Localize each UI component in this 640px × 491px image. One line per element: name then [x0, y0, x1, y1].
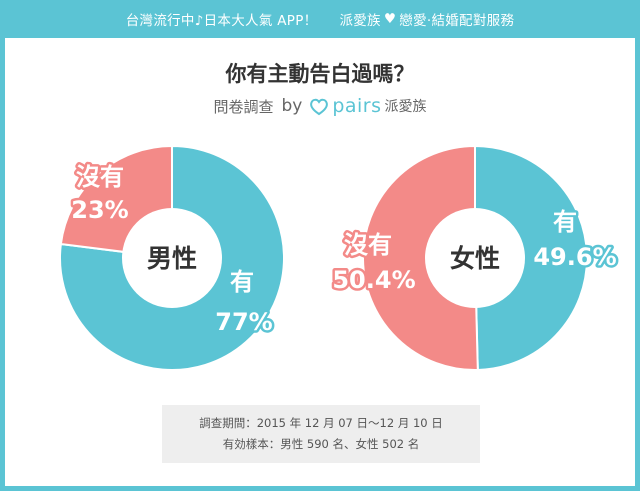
survey-period: 調查期間：2015 年 12 月 07 日～12 月 10 日: [199, 416, 443, 430]
banner-service: 戀愛‧結婚配對服務: [399, 13, 515, 29]
survey-credit: 問卷調查 by pairs 派愛族: [0, 95, 640, 117]
by-text: by: [281, 96, 303, 116]
female-donut-chart: 女性 有 49.6% 沒有 50.4%: [330, 144, 619, 371]
female-slice-no: [362, 144, 479, 371]
survey-sample: 有効樣本：男性 590 名、女性 502 名: [222, 437, 420, 451]
male-slice-value-yes: 77%: [215, 308, 272, 336]
brand-name-cn: 派愛族: [384, 99, 427, 115]
survey-label: 問卷調查: [213, 97, 274, 116]
male-slice-label-yes: 有: [230, 268, 254, 296]
female-slice-label-no: 沒有: [344, 231, 392, 259]
female-slice-yes: [474, 144, 589, 371]
survey-note: 調查期間：2015 年 12 月 07 日～12 月 10 日 有効樣本：男性 …: [162, 405, 480, 463]
female-slice-value-no: 50.4%: [332, 266, 415, 294]
top-banner: 台灣流行中♪日本大人氣 APP！ 派愛族 ♥ 戀愛‧結婚配對服務: [0, 0, 640, 38]
banner-tagline: 台灣流行中♪日本大人氣 APP！: [125, 13, 318, 29]
male-slice-value-no: 23%: [71, 196, 128, 224]
male-donut-chart: 男性有 77% 沒有 23%: [59, 144, 285, 371]
banner-brand: 派愛族: [339, 13, 381, 29]
female-slice-label-yes: 有: [553, 208, 577, 236]
male-center-label: 男性: [147, 244, 197, 273]
female-center-label: 女性: [450, 244, 500, 273]
female-slice-value-yes: 49.6%: [533, 243, 616, 271]
male-donut-hole: [122, 208, 222, 308]
chart-title: 你有主動告白過嗎？: [225, 62, 415, 86]
female-donut-hole: [425, 208, 525, 308]
male-slice-label-no: 沒有: [76, 163, 124, 191]
pairs-logo-icon: [310, 98, 329, 116]
heart-icon: ♥: [383, 11, 397, 27]
brand-name: pairs: [332, 95, 382, 117]
